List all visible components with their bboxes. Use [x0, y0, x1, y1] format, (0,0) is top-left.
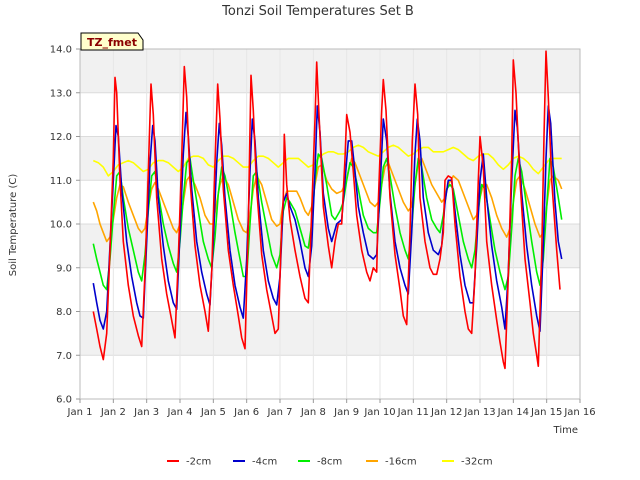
x-tick-label: Jan 8 [300, 407, 326, 418]
legend-label: -32cm [461, 457, 493, 468]
legend-label: -16cm [385, 457, 417, 468]
x-tick-label: Jan 3 [133, 407, 159, 418]
x-tick-label: Jan 12 [430, 407, 462, 418]
legend-label: -2cm [186, 457, 211, 468]
x-tick-label: Jan 5 [200, 407, 226, 418]
x-tick-label: Jan 1 [67, 407, 93, 418]
badge-label: TZ_fmet [87, 36, 137, 49]
grid-band [80, 49, 580, 93]
x-tick-label: Jan 13 [463, 407, 495, 418]
y-tick-label: 14.0 [50, 45, 72, 56]
chart-title: Tonzi Soil Temperatures Set B [221, 4, 414, 19]
y-tick-label: 13.0 [50, 88, 72, 99]
y-axis: 6.0 7.0 8.0 9.0 10.0 11.0 12.0 13.0 14.0 [50, 45, 80, 406]
series-line-2cmcm [92, 50, 561, 370]
y-tick-label: 8.0 [56, 307, 72, 318]
x-tick-label: Jan 15 [530, 407, 562, 418]
y-tick-label: 11.0 [50, 176, 72, 187]
x-tick-label: Jan 16 [563, 407, 595, 418]
y-tick-label: 12.0 [50, 132, 72, 143]
x-tick-label: Jan 10 [363, 407, 395, 418]
x-tick-label: Jan 9 [333, 407, 359, 418]
station-badge: TZ_fmet [80, 32, 144, 51]
y-tick-label: 10.0 [50, 220, 72, 231]
x-tick-label: Jan 4 [167, 407, 193, 418]
series-layer [92, 50, 563, 370]
legend-label: -8cm [317, 457, 342, 468]
x-tick-label: Jan 7 [267, 407, 293, 418]
x-tick-label: Jan 6 [233, 407, 259, 418]
legend-label: -4cm [252, 457, 277, 468]
series-line-8cmcm [92, 153, 563, 291]
y-tick-label: 9.0 [56, 263, 72, 274]
series-line-32cmcm [92, 144, 562, 177]
y-axis-title: Soil Temperature (C) [8, 174, 19, 277]
y-tick-label: 6.0 [56, 395, 72, 406]
legend: -2cm -4cm -8cm -16cm -32cm [167, 457, 493, 468]
badge-box [80, 32, 144, 51]
y-tick-label: 7.0 [56, 351, 72, 362]
x-tick-label: Jan 14 [497, 407, 529, 418]
x-tick-label: Jan 11 [397, 407, 429, 418]
x-axis: Jan 1 Jan 2 Jan 3 Jan 4 Jan 5 Jan 6 Jan 7 Jan 8… [67, 399, 596, 418]
x-tick-label: Jan 2 [100, 407, 126, 418]
x-axis-title: Time [553, 425, 578, 436]
grid-band [80, 136, 580, 181]
